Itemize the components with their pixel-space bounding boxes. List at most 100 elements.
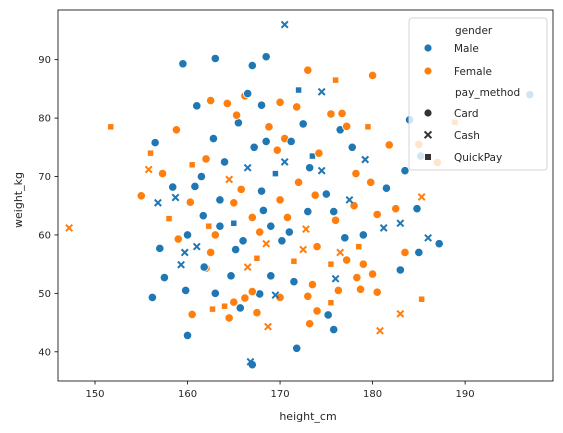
data-point: [396, 309, 405, 318]
legend-male-label: Male: [454, 43, 479, 55]
data-point: [210, 230, 220, 240]
y-tick-label: 80: [38, 114, 51, 125]
data-point: [215, 195, 225, 205]
data-point: [303, 291, 313, 301]
data-point: [252, 308, 262, 318]
x-tick-label: 150: [85, 389, 104, 400]
data-point: [150, 138, 160, 148]
y-tick-label: 50: [38, 289, 51, 300]
data-point: [136, 191, 146, 201]
data-point: [256, 100, 267, 110]
data-point: [345, 195, 354, 204]
legend-cash-marker: [423, 130, 433, 139]
data-point: [342, 255, 352, 265]
y-tick-label: 70: [38, 172, 51, 183]
data-point: [199, 262, 209, 272]
data-point: [240, 293, 250, 303]
data-point: [307, 279, 318, 290]
data-point: [185, 197, 195, 207]
legend-hue-title: gender: [455, 25, 493, 37]
data-point: [201, 154, 211, 164]
data-point: [235, 303, 245, 313]
data-point: [275, 97, 285, 107]
data-point: [171, 125, 182, 135]
data-point: [238, 236, 248, 246]
data-point: [147, 149, 154, 157]
data-point: [247, 287, 257, 297]
data-point: [210, 288, 220, 298]
data-point: [159, 272, 170, 283]
data-point: [261, 136, 271, 147]
data-point: [372, 209, 382, 220]
data-point: [177, 260, 185, 269]
y-axis-label: weight_kg: [12, 172, 25, 228]
data-point: [210, 53, 220, 64]
legend-item-card: Card: [424, 108, 479, 120]
data-point: [384, 140, 394, 150]
data-point: [271, 291, 280, 300]
data-point: [255, 227, 265, 237]
data-point: [286, 136, 296, 147]
data-point: [289, 277, 299, 287]
data-point: [381, 183, 392, 193]
data-point: [327, 299, 335, 306]
data-point: [231, 110, 242, 120]
data-point: [222, 98, 232, 109]
data-point: [330, 215, 341, 225]
data-point: [412, 204, 422, 214]
data-point: [284, 227, 294, 237]
data-point: [358, 230, 368, 240]
data-point: [258, 205, 269, 215]
data-point: [266, 271, 276, 281]
data-point: [299, 245, 308, 254]
data-point: [321, 189, 331, 199]
data-point: [196, 171, 207, 182]
data-point: [215, 221, 225, 231]
x-tick-label: 190: [456, 389, 475, 400]
y-tick-label: 40: [38, 347, 51, 358]
data-point: [327, 260, 335, 268]
data-point: [302, 225, 310, 234]
y-tick-label: 60: [38, 230, 51, 241]
data-point: [230, 220, 238, 227]
data-point: [182, 330, 193, 341]
data-point: [243, 88, 253, 99]
data-point: [173, 234, 183, 244]
data-point: [280, 157, 289, 166]
data-point: [275, 195, 285, 205]
data-point: [261, 52, 271, 62]
data-point: [231, 244, 241, 255]
data-point: [233, 118, 244, 128]
data-point: [264, 322, 272, 331]
data-point: [206, 95, 216, 106]
data-point: [277, 236, 287, 246]
data-point: [256, 186, 267, 196]
data-point: [221, 302, 228, 310]
data-point: [340, 233, 350, 243]
data-point: [178, 59, 188, 69]
data-point: [417, 193, 426, 201]
legend-item-quickpay: QuickPay: [425, 152, 502, 164]
data-point: [379, 224, 388, 232]
data-points: [65, 20, 535, 370]
data-point: [337, 108, 347, 119]
data-point: [326, 109, 336, 119]
data-point: [154, 198, 162, 207]
data-point: [192, 101, 202, 111]
data-point: [332, 76, 339, 84]
data-point: [247, 60, 257, 71]
data-point: [298, 119, 308, 129]
legend-card-label: Card: [454, 108, 479, 120]
data-point: [155, 243, 165, 253]
data-point: [352, 272, 362, 283]
data-point: [205, 222, 213, 230]
data-point: [323, 310, 333, 320]
data-point: [262, 239, 271, 248]
data-point: [400, 247, 410, 258]
data-point: [182, 230, 193, 240]
data-point: [282, 212, 293, 223]
data-point: [247, 212, 257, 223]
data-point: [312, 306, 322, 316]
data-point: [317, 166, 326, 175]
